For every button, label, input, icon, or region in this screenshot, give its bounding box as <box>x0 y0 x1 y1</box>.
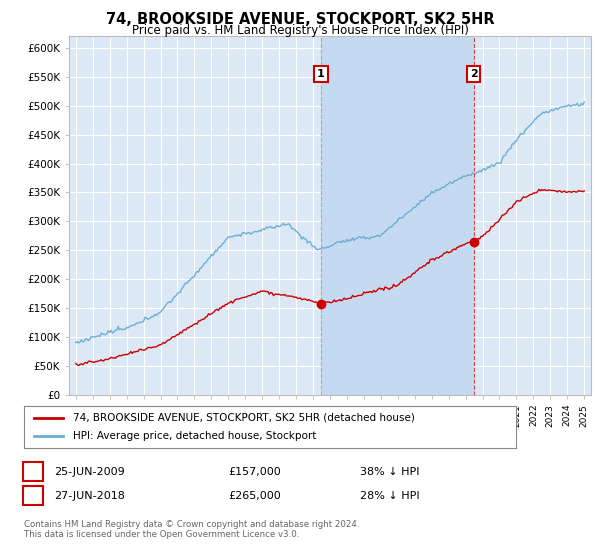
Text: 74, BROOKSIDE AVENUE, STOCKPORT, SK2 5HR (detached house): 74, BROOKSIDE AVENUE, STOCKPORT, SK2 5HR… <box>73 413 415 423</box>
Text: Price paid vs. HM Land Registry's House Price Index (HPI): Price paid vs. HM Land Registry's House … <box>131 24 469 37</box>
Text: 2: 2 <box>470 69 478 79</box>
Text: 1: 1 <box>29 466 37 477</box>
Text: 28% ↓ HPI: 28% ↓ HPI <box>360 491 419 501</box>
Text: £157,000: £157,000 <box>228 466 281 477</box>
Text: 27-JUN-2018: 27-JUN-2018 <box>54 491 125 501</box>
Text: 38% ↓ HPI: 38% ↓ HPI <box>360 466 419 477</box>
Bar <box>321 36 473 395</box>
Text: 74, BROOKSIDE AVENUE, STOCKPORT, SK2 5HR: 74, BROOKSIDE AVENUE, STOCKPORT, SK2 5HR <box>106 12 494 27</box>
Text: HPI: Average price, detached house, Stockport: HPI: Average price, detached house, Stoc… <box>73 431 317 441</box>
Text: £265,000: £265,000 <box>228 491 281 501</box>
Text: 1: 1 <box>317 69 325 79</box>
Text: 25-JUN-2009: 25-JUN-2009 <box>54 466 125 477</box>
Text: 2: 2 <box>29 491 37 501</box>
Text: Contains HM Land Registry data © Crown copyright and database right 2024.
This d: Contains HM Land Registry data © Crown c… <box>24 520 359 539</box>
